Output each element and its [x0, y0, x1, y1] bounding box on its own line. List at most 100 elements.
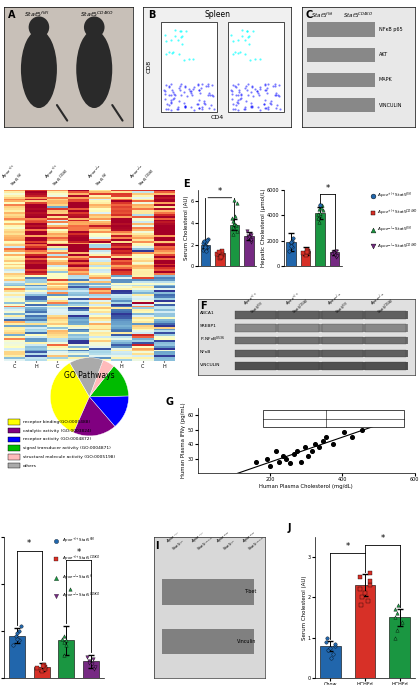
- Point: [366, 580, 373, 590]
- Bar: [308, 73, 375, 87]
- Point: [287, 237, 294, 248]
- Point: [217, 252, 224, 263]
- Point: [366, 575, 373, 586]
- Text: $Apoe^{-/-}$
Stat5$^{CD4KO}$: $Apoe^{-/-}$ Stat5$^{CD4KO}$: [368, 288, 397, 317]
- Text: receptor binding(GO:0005488): receptor binding(GO:0005488): [23, 420, 90, 424]
- Bar: [235, 362, 408, 370]
- Point: [230, 222, 236, 233]
- Text: $Stat5^{fl/fl}$: $Stat5^{fl/fl}$: [23, 10, 49, 18]
- Point: [92, 661, 98, 672]
- Point: [203, 241, 210, 252]
- Point: [14, 633, 21, 644]
- Text: $Apoe^{+/+}$
Stat5$^{CD4KO}$: $Apoe^{+/+}$ Stat5$^{CD4KO}$: [190, 527, 216, 553]
- Point: [316, 216, 322, 227]
- Text: receptor activity (GO:0004872): receptor activity (GO:0004872): [23, 437, 91, 441]
- Text: $Apoe^{+/+}$
Stat5$^{CD4KO}$: $Apoe^{+/+}$ Stat5$^{CD4KO}$: [284, 288, 313, 317]
- Point: [40, 660, 47, 671]
- Bar: [321, 337, 363, 345]
- Point: [276, 456, 282, 467]
- Text: *: *: [346, 542, 350, 551]
- Bar: [235, 324, 276, 332]
- Point: [356, 584, 363, 595]
- Point: [290, 449, 297, 460]
- Point: [331, 247, 337, 258]
- Point: [289, 236, 295, 247]
- Point: [323, 632, 330, 643]
- Point: [248, 229, 255, 240]
- Text: 0.0254: 0.0254: [333, 421, 350, 425]
- Bar: [301, 251, 310, 266]
- Point: [316, 203, 322, 214]
- Point: [231, 219, 238, 229]
- Point: [393, 608, 400, 619]
- Point: [59, 633, 65, 644]
- Text: $Apoe^{+/+}$
Stat5$^{CD4KO}$: $Apoe^{+/+}$ Stat5$^{CD4KO}$: [43, 159, 73, 189]
- Text: $Apoe^{-/-}$Stat5$^{fl}$: $Apoe^{-/-}$Stat5$^{fl}$: [62, 573, 93, 583]
- Y-axis label: Human Plasma IFNγ (pg/mL): Human Plasma IFNγ (pg/mL): [181, 403, 186, 478]
- Point: [327, 652, 334, 663]
- Point: [331, 638, 338, 649]
- Wedge shape: [89, 396, 129, 426]
- Point: [333, 252, 339, 263]
- Point: [16, 625, 22, 636]
- Text: others: others: [23, 464, 37, 468]
- Point: [39, 665, 46, 676]
- Bar: [321, 311, 363, 319]
- Text: $Apoe^{-/-}$
Stat5$^{CD4KO}$: $Apoe^{-/-}$ Stat5$^{CD4KO}$: [241, 527, 266, 553]
- Text: $Apoe^{-/-}$Stat5$^{CD4KO}$: $Apoe^{-/-}$Stat5$^{CD4KO}$: [378, 241, 419, 251]
- Bar: [230, 225, 239, 266]
- Bar: [8, 419, 20, 425]
- Bar: [308, 47, 375, 62]
- Ellipse shape: [76, 30, 112, 108]
- Point: [18, 621, 24, 632]
- Bar: [8, 445, 20, 451]
- Text: $Apoe^{-/-}$
Stat5$^{CD4KO}$: $Apoe^{-/-}$ Stat5$^{CD4KO}$: [128, 159, 158, 189]
- Point: [303, 246, 310, 257]
- Text: NFκB: NFκB: [200, 350, 212, 354]
- Point: [303, 249, 309, 260]
- Text: catalytic activity (GO:0003824): catalytic activity (GO:0003824): [23, 429, 91, 433]
- Ellipse shape: [28, 16, 49, 38]
- Text: ABCA1: ABCA1: [200, 312, 215, 315]
- Text: $Apoe^{-/-}$Stat5$^{fl/fl}$: $Apoe^{-/-}$Stat5$^{fl/fl}$: [378, 225, 413, 235]
- Bar: [278, 362, 319, 370]
- Point: [341, 427, 348, 438]
- Point: [394, 600, 401, 611]
- Bar: [163, 579, 254, 605]
- Bar: [235, 337, 408, 345]
- Text: C: C: [305, 10, 313, 21]
- Text: *: *: [77, 549, 81, 558]
- Text: T-bet: T-bet: [244, 589, 256, 595]
- Bar: [244, 236, 254, 266]
- Bar: [389, 617, 410, 678]
- Text: $Apoe^{+/+}$Stat5$^{fl/fl}$: $Apoe^{+/+}$Stat5$^{fl/fl}$: [378, 191, 413, 201]
- Point: [358, 600, 365, 611]
- Point: [316, 210, 323, 221]
- Text: VINCULIN: VINCULIN: [200, 362, 220, 366]
- Point: [26, 672, 33, 683]
- Text: signal transducer activity (GO:0004871): signal transducer activity (GO:0004871): [23, 446, 111, 450]
- Point: [202, 243, 209, 254]
- Text: P-NFκB$^{S536}$: P-NFκB$^{S536}$: [200, 334, 225, 344]
- Point: [244, 230, 251, 241]
- Point: [216, 247, 222, 258]
- Point: [84, 652, 91, 663]
- Wedge shape: [73, 397, 115, 436]
- Bar: [235, 349, 276, 357]
- Bar: [321, 362, 363, 370]
- Point: [202, 242, 209, 253]
- Text: SREBP1: SREBP1: [200, 324, 217, 328]
- Point: [230, 215, 237, 226]
- Point: [230, 217, 237, 228]
- Point: [202, 240, 209, 251]
- Point: [300, 247, 306, 258]
- Point: [319, 200, 326, 211]
- Bar: [278, 337, 319, 345]
- Bar: [286, 242, 296, 266]
- Bar: [365, 349, 406, 357]
- Bar: [278, 324, 319, 332]
- Point: [201, 236, 207, 247]
- Point: [231, 223, 238, 234]
- Text: $Apoe^{-/-}$Stat5$^{CD4KO}$: $Apoe^{-/-}$Stat5$^{CD4KO}$: [62, 591, 101, 601]
- Bar: [330, 252, 339, 266]
